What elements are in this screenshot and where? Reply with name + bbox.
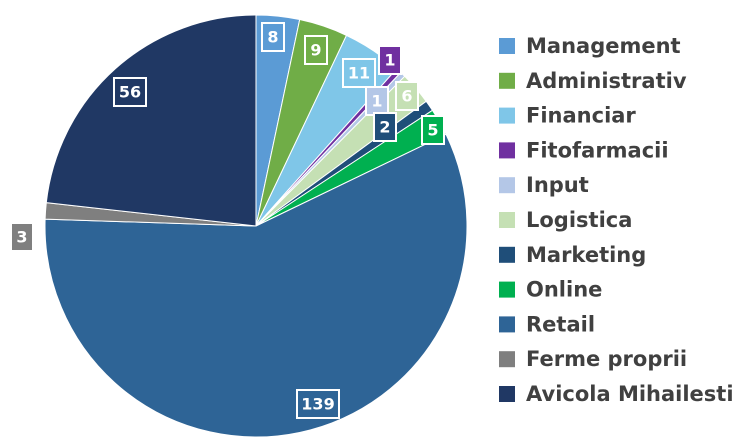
legend-label: Ferme proprii <box>526 347 687 371</box>
legend-swatch <box>499 38 515 54</box>
legend-swatch <box>499 177 515 194</box>
legend-label: Fitofarmacii <box>526 138 669 162</box>
data-label-box <box>342 58 376 88</box>
legend-swatch <box>499 212 515 228</box>
legend-label: Administrativ <box>526 69 687 93</box>
legend-label: Logistica <box>526 208 632 232</box>
legend-swatch <box>499 386 515 402</box>
data-label-box <box>261 22 285 52</box>
legend-swatch <box>499 246 515 263</box>
data-label-box <box>378 45 402 75</box>
data-label: 3 <box>16 228 27 247</box>
legend-swatch <box>499 72 515 89</box>
data-label: 2 <box>379 118 390 137</box>
data-label: 6 <box>401 87 412 106</box>
data-label: 56 <box>119 83 141 102</box>
legend-label: Input <box>526 173 589 197</box>
pie-slice <box>44 133 468 438</box>
legend-swatch <box>499 281 515 298</box>
data-label-box <box>373 112 397 142</box>
data-label: 9 <box>310 41 321 60</box>
legend-swatch <box>499 107 515 124</box>
legend-label: Retail <box>526 312 595 336</box>
legend-label: Marketing <box>526 243 646 267</box>
legend-swatch <box>499 316 515 333</box>
pie-slice <box>45 14 257 227</box>
data-label: 8 <box>267 28 278 47</box>
data-label-box <box>113 77 147 107</box>
data-label-box <box>304 35 328 65</box>
legend-label: Financiar <box>526 104 636 128</box>
data-label: 1 <box>384 51 395 70</box>
legend-label: Management <box>526 34 681 58</box>
legend-label: Online <box>526 278 602 302</box>
data-label-box <box>10 222 34 252</box>
data-label-box <box>421 115 445 145</box>
data-label: 11 <box>348 64 370 83</box>
data-label-box <box>395 81 419 111</box>
legend-swatch <box>499 142 515 159</box>
data-label: 139 <box>301 395 334 414</box>
legend-label: Avicola Mihailesti <box>526 382 734 406</box>
data-label: 1 <box>371 92 382 111</box>
data-label-box <box>296 389 340 419</box>
legend-swatch <box>499 351 515 368</box>
data-label: 5 <box>427 121 438 140</box>
